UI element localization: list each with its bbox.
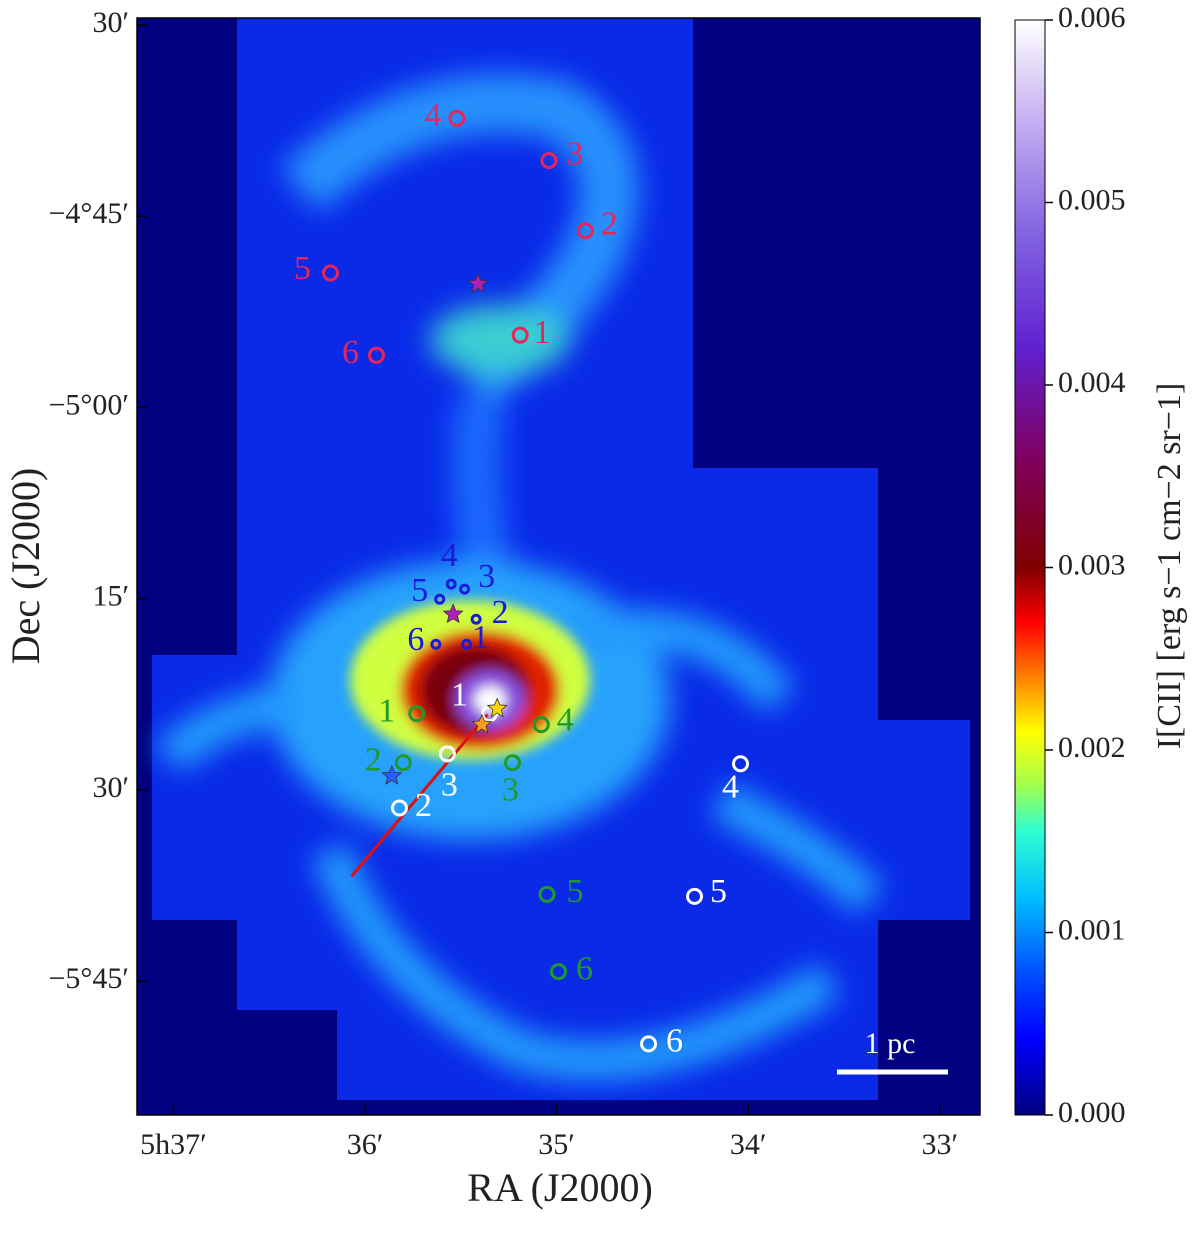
- region-label: 3: [441, 767, 458, 804]
- region-marker: [408, 705, 426, 723]
- region-label: 6: [407, 621, 424, 658]
- region-label: 5: [411, 572, 428, 609]
- colorbar-tick-label: 0.006: [1058, 1, 1126, 34]
- colorbar-tick-label: 0.004: [1058, 366, 1126, 399]
- y-tick-label: 30′: [92, 6, 129, 39]
- region-label: 3: [566, 135, 583, 172]
- region-marker: [430, 638, 442, 650]
- region-label: 1: [534, 314, 551, 351]
- region-marker: [390, 799, 408, 817]
- region-marker: [322, 264, 340, 282]
- star-marker: [442, 603, 464, 624]
- colorbar-tick-label: 0.002: [1058, 731, 1126, 764]
- region-marker: [511, 326, 529, 344]
- x-tick-label: 35′: [538, 1128, 575, 1161]
- y-tick-label: −5°45′: [49, 962, 129, 995]
- region-marker: [470, 613, 482, 625]
- region-marker: [540, 152, 558, 170]
- region-label: 3: [502, 772, 519, 809]
- y-axis-label: Dec (J2000): [3, 468, 48, 665]
- colorbar-tick-label: 0.000: [1058, 1096, 1126, 1129]
- colorbar-tick-label: 0.005: [1058, 183, 1126, 216]
- map-image: [137, 18, 980, 1115]
- x-tick-label: 36′: [347, 1128, 384, 1161]
- region-label: 2: [415, 787, 432, 824]
- x-tick-label: 5h37′: [140, 1128, 207, 1161]
- region-label: 2: [492, 594, 509, 631]
- star-marker: [467, 272, 489, 293]
- region-marker: [461, 638, 473, 650]
- y-tick-label: −5°00′: [49, 388, 129, 421]
- colorbar-tick-label: 0.003: [1058, 548, 1126, 581]
- y-tick-label: 30′: [92, 771, 129, 804]
- region-marker: [459, 583, 471, 595]
- region-label: 2: [365, 742, 382, 779]
- region-label: 4: [557, 701, 574, 738]
- star-marker: [471, 713, 493, 734]
- region-marker: [532, 716, 550, 734]
- scale-bar-label: 1 pc: [865, 1027, 916, 1060]
- colorbar-label: I[CII] [erg s−1 cm−2 sr−1]: [1151, 383, 1188, 750]
- region-label: 1: [472, 619, 489, 656]
- region-marker: [538, 885, 556, 903]
- region-label: 4: [424, 97, 441, 134]
- region-label: 3: [478, 558, 495, 595]
- x-tick-label: 34′: [730, 1128, 767, 1161]
- region-label: 6: [576, 950, 593, 987]
- y-tick-label: 15′: [92, 580, 129, 613]
- region-label: 4: [441, 537, 458, 574]
- region-marker: [448, 109, 466, 127]
- region-marker: [550, 963, 567, 981]
- colorbar: [1014, 19, 1046, 1116]
- y-tick-label: −4°45′: [49, 197, 129, 230]
- region-marker: [686, 887, 704, 905]
- region-marker: [732, 755, 750, 773]
- region-label: 4: [722, 769, 739, 806]
- region-marker: [367, 346, 385, 364]
- x-tick-label: 33′: [921, 1128, 958, 1161]
- region-label: 1: [378, 692, 395, 729]
- region-label: 6: [342, 334, 359, 371]
- colorbar-tick-label: 0.001: [1058, 913, 1126, 946]
- region-label: 5: [567, 873, 584, 910]
- star-marker: [486, 697, 508, 718]
- x-axis-label: RA (J2000): [467, 1165, 653, 1210]
- region-marker: [438, 745, 456, 763]
- region-label: 5: [710, 873, 727, 910]
- region-marker: [640, 1035, 658, 1053]
- plot-frame: [136, 17, 981, 1116]
- star-marker: [381, 764, 403, 785]
- region-label: 5: [294, 250, 311, 287]
- region-label: 2: [601, 206, 618, 243]
- region-label: 6: [666, 1023, 683, 1060]
- region-label: 1: [451, 676, 468, 713]
- region-marker: [445, 578, 457, 590]
- region-marker: [504, 754, 522, 772]
- region-marker: [394, 754, 412, 772]
- cut-line: [350, 713, 489, 878]
- region-marker: [576, 222, 594, 240]
- region-marker: [434, 593, 446, 605]
